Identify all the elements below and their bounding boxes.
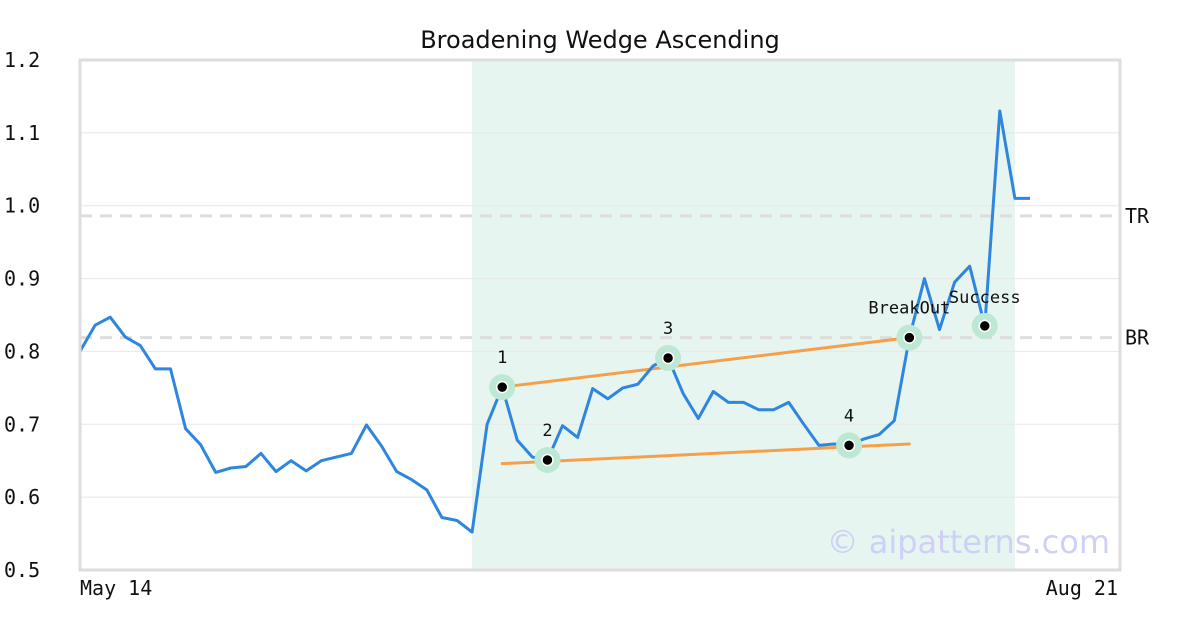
y-tick-label: 0.5 <box>4 558 40 582</box>
x-tick-label: May 14 <box>80 576 152 600</box>
plot-frame <box>78 58 1122 572</box>
y-tick-label: 0.9 <box>4 267 40 291</box>
marker-label: Success <box>949 288 1021 308</box>
y-tick-label: 1.0 <box>4 194 40 218</box>
axes: 0.5 0.6 0.7 0.8 0.9 1.0 1.1 1.2 May 14 Aug 21 <box>4 48 1122 600</box>
marker-point <box>978 319 992 333</box>
y-tick-label: 0.7 <box>4 412 40 436</box>
y-tick-label: 0.8 <box>4 339 40 363</box>
marker-point <box>495 380 509 394</box>
marker-label: 4 <box>844 406 854 426</box>
chart-background <box>80 60 1120 570</box>
marker-label: 2 <box>542 421 552 441</box>
trend-line <box>500 336 911 389</box>
chart-title: Broadening Wedge Ascending <box>420 26 780 54</box>
series-line <box>78 109 1030 534</box>
marker-label: 1 <box>497 348 507 368</box>
marker-point <box>842 439 856 452</box>
y-tick-label: 0.6 <box>4 485 40 509</box>
level-label: TR <box>1125 204 1150 228</box>
price-series <box>78 109 1030 534</box>
pattern-markers <box>489 312 998 473</box>
x-tick-label: Aug 21 <box>1046 576 1118 600</box>
watermark: © aipatterns.com <box>827 523 1110 561</box>
y-tick-label: 1.1 <box>4 121 40 145</box>
marker-label: 3 <box>663 319 673 339</box>
marker-point <box>661 351 675 365</box>
level-lines <box>80 214 1120 340</box>
level-label: BR <box>1125 326 1150 350</box>
pattern-window <box>472 60 1015 570</box>
y-tick-label: 1.2 <box>4 48 40 72</box>
marker-point <box>903 331 916 344</box>
marker-point <box>541 453 554 467</box>
marker-label: BreakOut <box>868 299 950 319</box>
